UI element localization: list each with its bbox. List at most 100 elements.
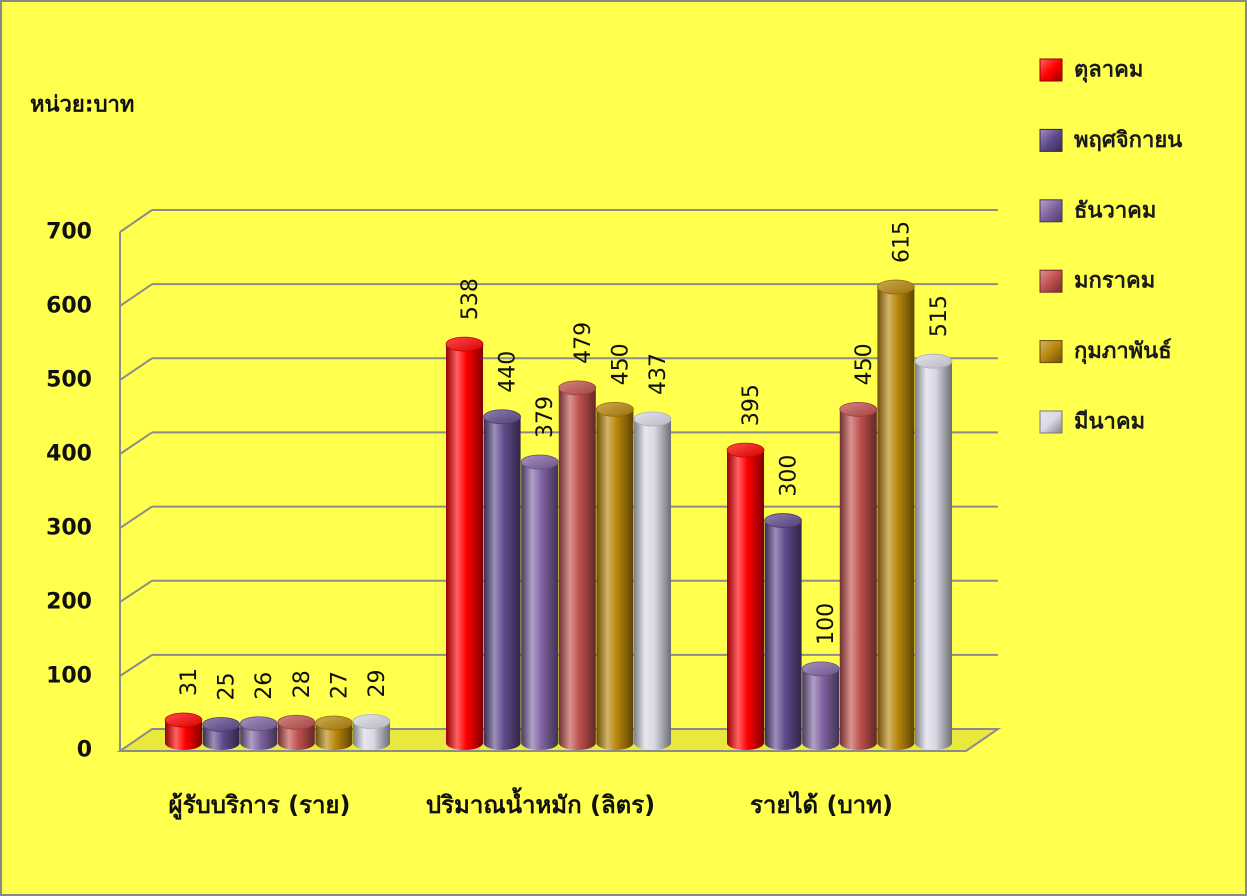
bar bbox=[277, 714, 316, 750]
bars-layer bbox=[164, 279, 953, 750]
data-label: 100 bbox=[814, 603, 839, 645]
gridline-side bbox=[119, 431, 153, 455]
data-label: 450 bbox=[852, 343, 877, 385]
legend-label: ธันวาคม bbox=[1074, 198, 1156, 223]
bar-body bbox=[634, 418, 671, 743]
legend-swatch bbox=[1039, 269, 1063, 293]
legend: ตุลาคมพฤศจิกายนธันวาคมมกราคมกุมภาพันธ์มี… bbox=[1039, 58, 1182, 435]
data-label: 26 bbox=[252, 672, 277, 700]
bar-body bbox=[915, 361, 952, 743]
bar bbox=[877, 279, 915, 750]
bar bbox=[520, 454, 559, 750]
y-axis-ticks: 0 100 200 300 400 500 600 700 bbox=[46, 220, 92, 763]
y-tick-label: 300 bbox=[46, 516, 92, 541]
gridline-side bbox=[119, 357, 153, 381]
data-label: 29 bbox=[365, 669, 390, 697]
legend-label: พฤศจิกายน bbox=[1074, 128, 1182, 153]
bar bbox=[839, 401, 878, 750]
bar bbox=[164, 712, 203, 750]
bar-cap bbox=[520, 454, 559, 470]
bar-body bbox=[596, 409, 634, 743]
data-label: 440 bbox=[496, 351, 521, 393]
bar-cap bbox=[839, 401, 878, 417]
gridline-side bbox=[119, 505, 153, 529]
bar-cap bbox=[314, 715, 353, 731]
legend-swatch bbox=[1039, 58, 1063, 82]
bar-cap bbox=[633, 411, 672, 427]
y-tick-label: 600 bbox=[46, 294, 92, 319]
y-tick-label: 0 bbox=[77, 738, 92, 763]
gridline-side bbox=[119, 654, 153, 677]
bar-cap bbox=[764, 513, 802, 528]
legend-item: ตุลาคม bbox=[1039, 58, 1143, 84]
x-category-label: ผู้รับบริการ (ราย) bbox=[168, 791, 351, 819]
bar bbox=[352, 714, 391, 750]
bar-body bbox=[839, 409, 877, 743]
y-tick-label: 100 bbox=[46, 664, 92, 689]
bar-body bbox=[558, 387, 596, 743]
legend-item: มีนาคม bbox=[1039, 410, 1145, 435]
bar-cap bbox=[352, 714, 391, 729]
bar-cap bbox=[726, 442, 765, 458]
x-category-label: ปริมาณน้ำหมัก (ลิตร) bbox=[425, 791, 656, 819]
bar-cap bbox=[483, 409, 522, 425]
legend-swatch bbox=[1039, 128, 1063, 152]
bar-cap bbox=[445, 336, 484, 352]
data-labels-layer: 31 25 26 28 27 29 538 440 379 479 450 437 395 300 100 4… bbox=[177, 221, 952, 700]
bar-cap bbox=[277, 714, 316, 730]
legend-label: มกราคม bbox=[1074, 269, 1155, 294]
bar-body bbox=[521, 461, 559, 743]
bar-cap bbox=[202, 717, 241, 732]
bar-body bbox=[802, 668, 840, 743]
gridline-side bbox=[119, 579, 153, 603]
bar-body bbox=[877, 287, 915, 743]
data-label: 28 bbox=[290, 670, 315, 698]
bar-cap bbox=[558, 380, 597, 396]
bar-cap bbox=[239, 716, 278, 732]
data-label: 450 bbox=[608, 343, 633, 385]
bar bbox=[239, 716, 278, 750]
data-label: 25 bbox=[215, 672, 240, 700]
data-label: 538 bbox=[458, 278, 483, 320]
unit-label: หน่วย:บาท bbox=[30, 93, 134, 118]
legend-label: กุมภาพันธ์ bbox=[1074, 338, 1172, 365]
data-label: 437 bbox=[646, 353, 671, 395]
bar-body bbox=[483, 416, 521, 743]
y-tick-label: 500 bbox=[46, 368, 92, 393]
data-label: 300 bbox=[777, 455, 802, 497]
legend-label: มีนาคม bbox=[1074, 410, 1145, 435]
bar bbox=[633, 411, 672, 750]
bar-cap bbox=[596, 401, 634, 417]
x-category-label: รายได้ (บาท) bbox=[750, 791, 893, 819]
legend-swatch bbox=[1039, 410, 1063, 434]
legend-item: พฤศจิกายน bbox=[1039, 128, 1182, 153]
legend-label: ตุลาคม bbox=[1074, 58, 1143, 84]
y-tick-label: 400 bbox=[46, 442, 92, 467]
bar bbox=[914, 353, 953, 750]
bar-cap bbox=[801, 661, 840, 677]
data-label: 31 bbox=[177, 668, 202, 696]
bar-body bbox=[446, 344, 483, 743]
y-tick-label: 200 bbox=[46, 590, 92, 615]
bar-cap bbox=[164, 712, 203, 728]
bar-body bbox=[727, 450, 764, 743]
bar bbox=[558, 380, 597, 750]
bar-body bbox=[764, 520, 802, 743]
bar bbox=[314, 715, 353, 750]
data-label: 615 bbox=[889, 221, 914, 263]
bar bbox=[483, 409, 522, 750]
bar bbox=[764, 513, 802, 750]
legend-swatch bbox=[1039, 199, 1063, 223]
bar bbox=[445, 336, 484, 750]
data-label: 479 bbox=[571, 322, 596, 364]
gridline-side bbox=[119, 283, 153, 307]
bar-cap bbox=[914, 353, 953, 369]
legend-item: กุมภาพันธ์ bbox=[1039, 338, 1172, 365]
legend-item: มกราคม bbox=[1039, 269, 1155, 294]
data-label: 515 bbox=[927, 295, 952, 337]
data-label: 395 bbox=[739, 384, 764, 426]
data-label: 379 bbox=[533, 396, 558, 438]
